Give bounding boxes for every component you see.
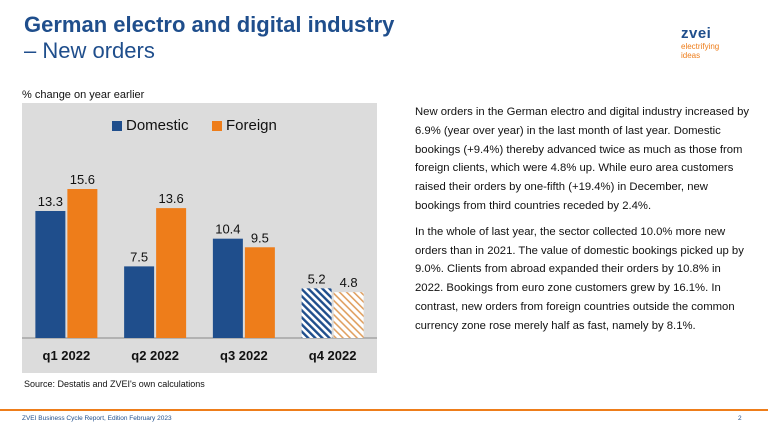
bar-foreign-q2-2022 (156, 208, 187, 338)
zvei-logo: zvei electrifying ideas (681, 25, 747, 61)
data-label-domestic-q3-2022: 10.4 (215, 222, 240, 237)
bar-foreign-q4-2022 (333, 292, 364, 338)
bar-chart: Domestic Foreign 13.3 15.6 q1 2022 7.5 13.6 q2 … (22, 117, 377, 363)
data-label-foreign-q4-2022: 4.8 (340, 275, 358, 290)
bar-domestic-q4-2022 (301, 288, 332, 338)
data-label-domestic-q4-2022: 5.2 (308, 271, 326, 286)
footer-report: ZVEI Business Cycle Report, Edition Febr… (22, 415, 172, 422)
legend-label-domestic: Domestic (126, 117, 189, 134)
chart-y-label: % change on year earlier (22, 89, 145, 101)
x-tick-label-q1-2022: q1 2022 (43, 348, 91, 363)
bar-foreign-q3-2022 (244, 247, 275, 338)
data-label-foreign-q2-2022: 13.6 (158, 191, 183, 206)
chart-panel: Domestic Foreign 13.3 15.6 q1 2022 7.5 13.6 q2 … (22, 103, 377, 373)
x-tick-label-q4-2022: q4 2022 (309, 348, 357, 363)
data-label-domestic-q2-2022: 7.5 (130, 249, 148, 264)
bar-domestic-q2-2022 (124, 266, 155, 338)
x-tick-label-q3-2022: q3 2022 (220, 348, 268, 363)
body-text: New orders in the German electro and dig… (415, 103, 750, 343)
bar-domestic-q3-2022 (212, 238, 243, 338)
bar-foreign-q1-2022 (67, 189, 98, 338)
slide-title: German electro and digital industry – Ne… (24, 12, 394, 64)
paragraph-1: New orders in the German electro and dig… (415, 106, 750, 212)
data-label-domestic-q1-2022: 13.3 (38, 194, 63, 209)
logo-tagline-1: electrifying (681, 42, 720, 51)
data-label-foreign-q1-2022: 15.6 (70, 172, 95, 187)
footer-rule (0, 409, 768, 411)
legend-swatch-domestic (112, 121, 122, 131)
bar-domestic-q1-2022 (35, 210, 66, 338)
legend-swatch-foreign (212, 121, 222, 131)
title-line-2: – New orders (24, 38, 155, 63)
source-note: Source: Destatis and ZVEI's own calculat… (24, 379, 205, 389)
x-tick-label-q2-2022: q2 2022 (131, 348, 179, 363)
logo-tagline-2: ideas (681, 51, 701, 60)
logo-wordmark: zvei (681, 25, 712, 42)
title-line-1: German electro and digital industry (24, 12, 395, 37)
paragraph-2: In the whole of last year, the sector co… (415, 225, 744, 332)
data-label-foreign-q3-2022: 9.5 (251, 230, 269, 245)
legend-label-foreign: Foreign (226, 117, 277, 134)
page-number: 2 (738, 415, 742, 422)
